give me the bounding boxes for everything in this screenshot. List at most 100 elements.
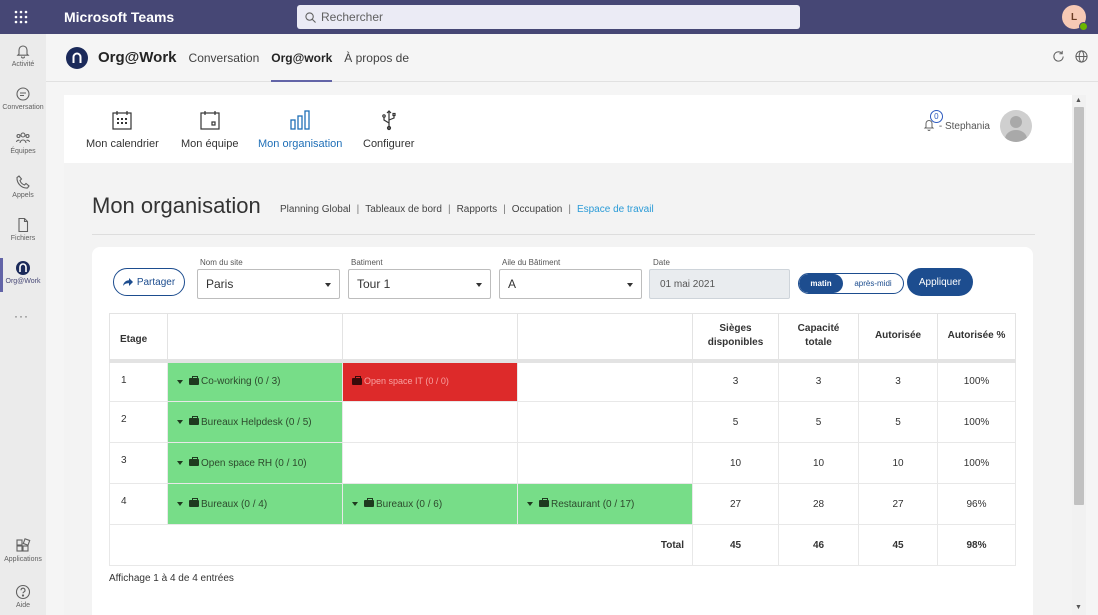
apps-icon — [16, 538, 31, 552]
wing-label: Aile du Bâtiment — [502, 258, 561, 267]
user-box: 0 - Stephania — [923, 110, 1032, 142]
total-seats: 45 — [692, 524, 779, 566]
orgwork-logo-icon — [66, 46, 88, 69]
nav-label: Mon calendrier — [86, 138, 159, 150]
chevron-down-icon — [177, 419, 183, 424]
rail-label: Fichiers — [10, 235, 36, 242]
app-title: Microsoft Teams — [64, 9, 175, 25]
rail-label: Applications — [4, 556, 42, 563]
rail-item-apps[interactable]: Applications — [0, 538, 46, 563]
room-cell[interactable]: Bureaux (0 / 4) — [167, 483, 343, 525]
bell-icon — [16, 45, 30, 59]
share-button[interactable]: Partager — [113, 268, 185, 296]
chevron-down-icon — [177, 460, 183, 465]
total-label: Total — [109, 524, 693, 566]
header-line: Sièges — [719, 323, 752, 335]
date-input[interactable]: 01 mai 2021 — [649, 269, 790, 299]
room-cell[interactable]: Bureaux Helpdesk (0 / 5) — [167, 401, 343, 443]
scrollbar-thumb[interactable] — [1074, 107, 1084, 505]
date-label: Date — [653, 258, 670, 267]
rail-item-files[interactable]: Fichiers — [0, 217, 46, 242]
room-label: Bureaux (0 / 4) — [201, 498, 268, 510]
occupancy-table: Etage Sièges disponibles Capacité totale A… — [109, 313, 1016, 566]
site-value: Paris — [206, 277, 234, 291]
link-reports[interactable]: Rapports — [456, 204, 498, 215]
nav-label: Mon organisation — [258, 138, 343, 150]
tab-orgwork[interactable]: Org@work — [271, 34, 333, 82]
user-name: - Stephania — [938, 120, 990, 132]
link-separator: | — [447, 204, 451, 215]
tab-about[interactable]: À propos de — [344, 50, 410, 65]
orgwork-icon — [16, 261, 30, 275]
rail-item-orgwork[interactable]: Org@Work — [0, 258, 46, 292]
rail-item-activity[interactable]: Activité — [0, 43, 46, 68]
nav-configure[interactable]: Configurer — [363, 109, 414, 150]
app-header: Org@Work Conversation Org@work À propos … — [46, 34, 1098, 82]
app-launcher-icon[interactable] — [0, 0, 42, 34]
refresh-icon[interactable] — [1052, 50, 1065, 63]
rail-label: Équipes — [10, 148, 36, 155]
chevron-down-icon — [476, 283, 482, 287]
room-cell[interactable]: Co-working (0 / 3) — [167, 360, 343, 402]
col-header-authorized-pct: Autorisée % — [937, 313, 1016, 363]
site-select[interactable]: Paris — [197, 269, 340, 299]
user-avatar[interactable] — [1000, 110, 1032, 142]
nav-label: Mon équipe — [181, 138, 239, 150]
cell-capacity: 3 — [778, 360, 859, 402]
nav-my-organisation[interactable]: Mon organisation — [258, 109, 342, 150]
nav-my-team[interactable]: Mon équipe — [181, 109, 239, 150]
room-cell[interactable]: Bureaux (0 / 6) — [342, 483, 518, 525]
cell-authorized: 27 — [858, 483, 938, 525]
workspace-card: Partager Nom du site Paris Batiment Tour… — [92, 247, 1033, 615]
cell-authorized-pct: 96% — [937, 483, 1016, 525]
nav-my-calendar[interactable]: Mon calendrier — [86, 109, 159, 150]
scroll-up-icon[interactable]: ▲ — [1075, 97, 1082, 104]
search-input[interactable]: Rechercher — [297, 5, 800, 29]
notification-count-badge: 0 — [929, 110, 943, 123]
room-cell[interactable]: Open space RH (0 / 10) — [167, 442, 343, 484]
cell-etage: 2 — [109, 401, 168, 443]
notifications-button[interactable]: 0 — [923, 110, 943, 134]
briefcase-icon — [189, 498, 199, 508]
room-label: Open space RH (0 / 10) — [201, 457, 307, 469]
link-occupation[interactable]: Occupation — [511, 204, 563, 215]
building-select[interactable]: Tour 1 — [348, 269, 491, 299]
link-workspace[interactable]: Espace de travail — [576, 204, 654, 215]
link-dashboards[interactable]: Tableaux de bord — [365, 204, 442, 215]
room-cell[interactable]: Restaurant (0 / 17) — [517, 483, 693, 525]
rail-item-calls[interactable]: Appels — [0, 174, 46, 199]
tab-conversation[interactable]: Conversation — [188, 50, 260, 65]
scroll-down-icon[interactable]: ▼ — [1075, 604, 1082, 611]
globe-icon[interactable] — [1075, 50, 1088, 63]
table-header-row: Etage Sièges disponibles Capacité totale A… — [109, 313, 1016, 363]
usb-icon — [381, 110, 396, 131]
wing-select[interactable]: A — [499, 269, 642, 299]
profile-avatar[interactable]: L — [1062, 5, 1088, 31]
total-authorized-pct: 98% — [937, 524, 1016, 566]
avatar-initial: L — [1070, 11, 1078, 23]
search-placeholder: Rechercher — [321, 10, 384, 24]
afternoon-option[interactable]: après-midi — [854, 279, 892, 288]
cell-etage: 3 — [109, 442, 168, 484]
rail-item-teams[interactable]: Équipes — [0, 130, 46, 155]
col-header-room-1 — [167, 313, 343, 363]
scrollbar[interactable]: ▲ ▼ — [1072, 95, 1086, 615]
empty-cell — [342, 401, 518, 443]
rail-item-help[interactable]: Aide — [0, 584, 46, 609]
room-cell[interactable]: Open space IT (0 / 0) — [342, 360, 518, 402]
page-links: Planning Global | Tableaux de bord | Rappo… — [280, 204, 654, 215]
nav-label: Configurer — [363, 138, 415, 150]
morning-option[interactable]: matin — [799, 274, 843, 293]
empty-cell — [517, 401, 693, 443]
wing-value: A — [508, 277, 517, 291]
link-planning-global[interactable]: Planning Global — [280, 204, 351, 215]
building-value: Tour 1 — [357, 277, 391, 291]
rail-item-chat[interactable]: Conversation — [0, 86, 46, 111]
cell-capacity: 10 — [778, 442, 859, 484]
room-label: Restaurant (0 / 17) — [551, 498, 635, 510]
more-apps-icon[interactable]: ··· — [14, 309, 29, 323]
date-value: 01 mai 2021 — [660, 278, 716, 290]
apply-button[interactable]: Appliquer — [907, 268, 973, 296]
rail-label: Appels — [12, 192, 34, 199]
calendar-icon — [112, 111, 132, 130]
